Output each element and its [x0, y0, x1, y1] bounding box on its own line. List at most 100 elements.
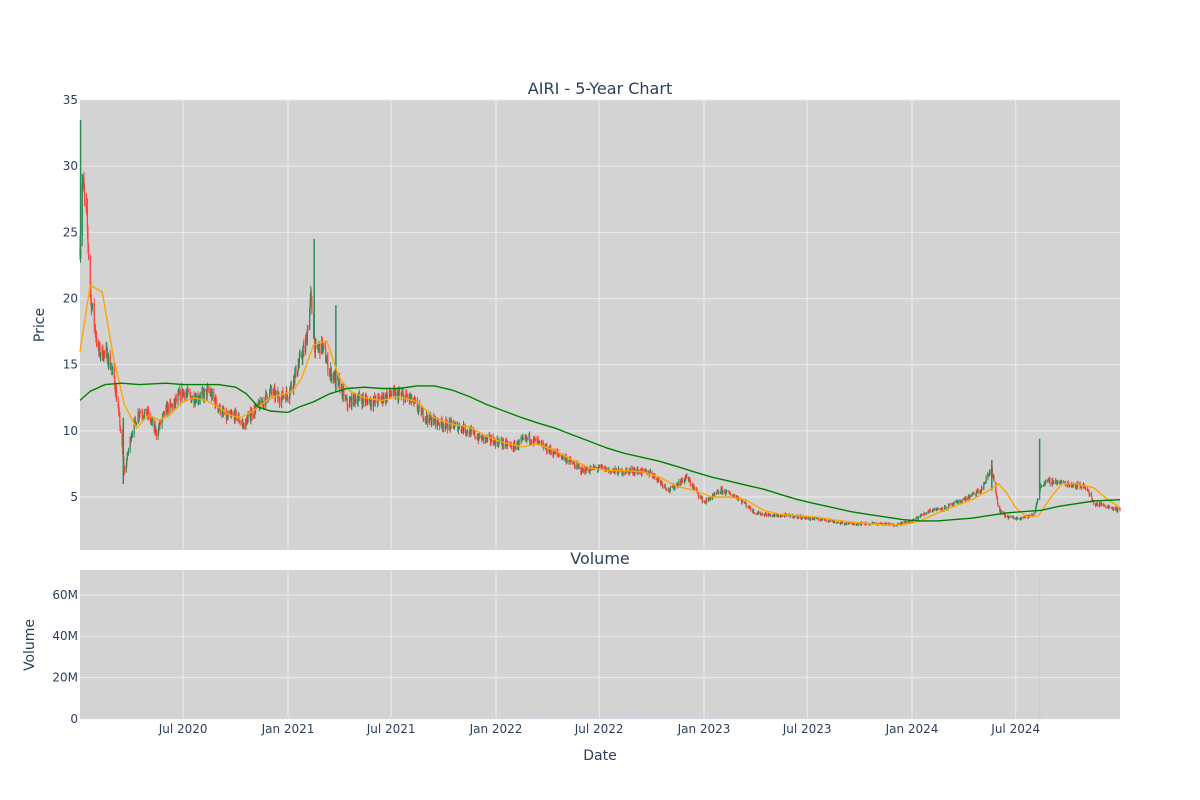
volume-bar — [1044, 718, 1046, 719]
candle-body — [343, 389, 345, 398]
candle-body — [378, 395, 380, 397]
volume-bar — [701, 717, 703, 719]
volume-bar — [578, 717, 580, 719]
candle-body — [310, 291, 312, 300]
volume-bar — [410, 717, 412, 719]
volume-bar — [673, 717, 675, 719]
volume-bar — [402, 717, 404, 719]
candle-body — [863, 523, 865, 525]
volume-bar — [143, 717, 145, 719]
candle-body — [949, 504, 951, 506]
candle-body — [778, 516, 780, 518]
candle-body — [824, 519, 826, 521]
volume-bar — [155, 717, 157, 719]
volume-bar — [534, 716, 536, 719]
candle-body — [750, 508, 752, 510]
candle-body — [457, 427, 459, 431]
volume-bar — [598, 717, 600, 719]
candle-body — [461, 426, 463, 429]
volume-bar — [641, 717, 643, 719]
candle-body — [1093, 501, 1095, 505]
candle-body — [715, 493, 718, 494]
candle-body — [708, 497, 710, 500]
candle-body — [1089, 493, 1091, 495]
volume-bar — [430, 716, 432, 719]
candle-body — [801, 516, 804, 519]
candle-body — [466, 429, 469, 433]
candle-body — [706, 499, 708, 501]
volume-bar — [195, 717, 197, 719]
candle-body — [158, 426, 160, 434]
candle-body — [669, 491, 671, 493]
candle-body — [203, 390, 205, 399]
candle-body — [121, 431, 123, 446]
candle-body — [223, 412, 225, 414]
volume-bar — [211, 717, 213, 719]
candle-body — [418, 404, 420, 408]
candle-body — [564, 457, 566, 459]
volume-bar — [1000, 717, 1002, 719]
candle-body — [734, 495, 736, 498]
candle-body — [453, 426, 455, 429]
candle-body — [957, 500, 959, 503]
volume-bar — [845, 717, 847, 719]
volume-bar — [797, 717, 799, 719]
candle-body — [552, 453, 555, 456]
candle-body — [797, 516, 800, 518]
candle-body — [364, 397, 367, 402]
volume-bar — [506, 717, 508, 719]
volume-bar — [590, 716, 592, 719]
candle-body — [291, 386, 293, 389]
candle-body — [482, 435, 484, 437]
candle-body — [693, 486, 695, 487]
candle-body — [183, 391, 185, 398]
candle-body — [243, 424, 245, 430]
candle-body — [498, 441, 500, 446]
candle-body — [847, 523, 849, 525]
volume-bar — [302, 717, 304, 719]
candle-body — [157, 433, 159, 437]
chart-title: AIRI - 5-Year Chart — [528, 79, 672, 98]
candle-body — [825, 520, 827, 521]
candle-body — [1009, 516, 1011, 518]
candle-body — [462, 424, 465, 432]
volume-bar — [801, 716, 803, 719]
candle-body — [278, 399, 281, 403]
price-panel: 5 10 15 20 25 30 35 — [63, 93, 1121, 550]
candle-body — [90, 297, 92, 311]
candle-body — [119, 426, 122, 432]
candle-body — [987, 474, 989, 476]
candle-body — [1097, 503, 1099, 506]
price-plot-area — [80, 100, 1120, 550]
candle-body — [658, 478, 660, 481]
volume-bar — [83, 717, 85, 719]
volume-bar — [865, 716, 867, 719]
candle-body — [297, 364, 299, 371]
candle-body — [339, 380, 341, 391]
candle-body — [297, 370, 299, 376]
volume-bar — [231, 716, 233, 719]
candle-body — [1045, 480, 1047, 482]
candle-body — [703, 500, 706, 502]
candle-body — [628, 469, 630, 474]
candle-body — [482, 436, 485, 441]
candle-body — [1041, 485, 1043, 487]
candle-body — [988, 473, 990, 475]
candle-body — [402, 393, 404, 395]
volume-bar — [215, 718, 217, 719]
volume-bar — [251, 718, 253, 719]
candle-body — [470, 429, 473, 431]
volume-bar — [95, 716, 97, 719]
candle-body — [464, 424, 466, 433]
candle-body — [492, 437, 494, 444]
volume-bar — [741, 717, 743, 719]
candle-body — [81, 183, 83, 236]
candle-body — [131, 434, 134, 436]
volume-bar — [282, 718, 284, 719]
candle-body — [580, 466, 582, 473]
candle-body — [393, 389, 396, 391]
volume-bar — [203, 717, 205, 719]
candle-body — [338, 378, 340, 385]
candle-body — [289, 392, 291, 400]
volume-bar — [689, 718, 691, 719]
